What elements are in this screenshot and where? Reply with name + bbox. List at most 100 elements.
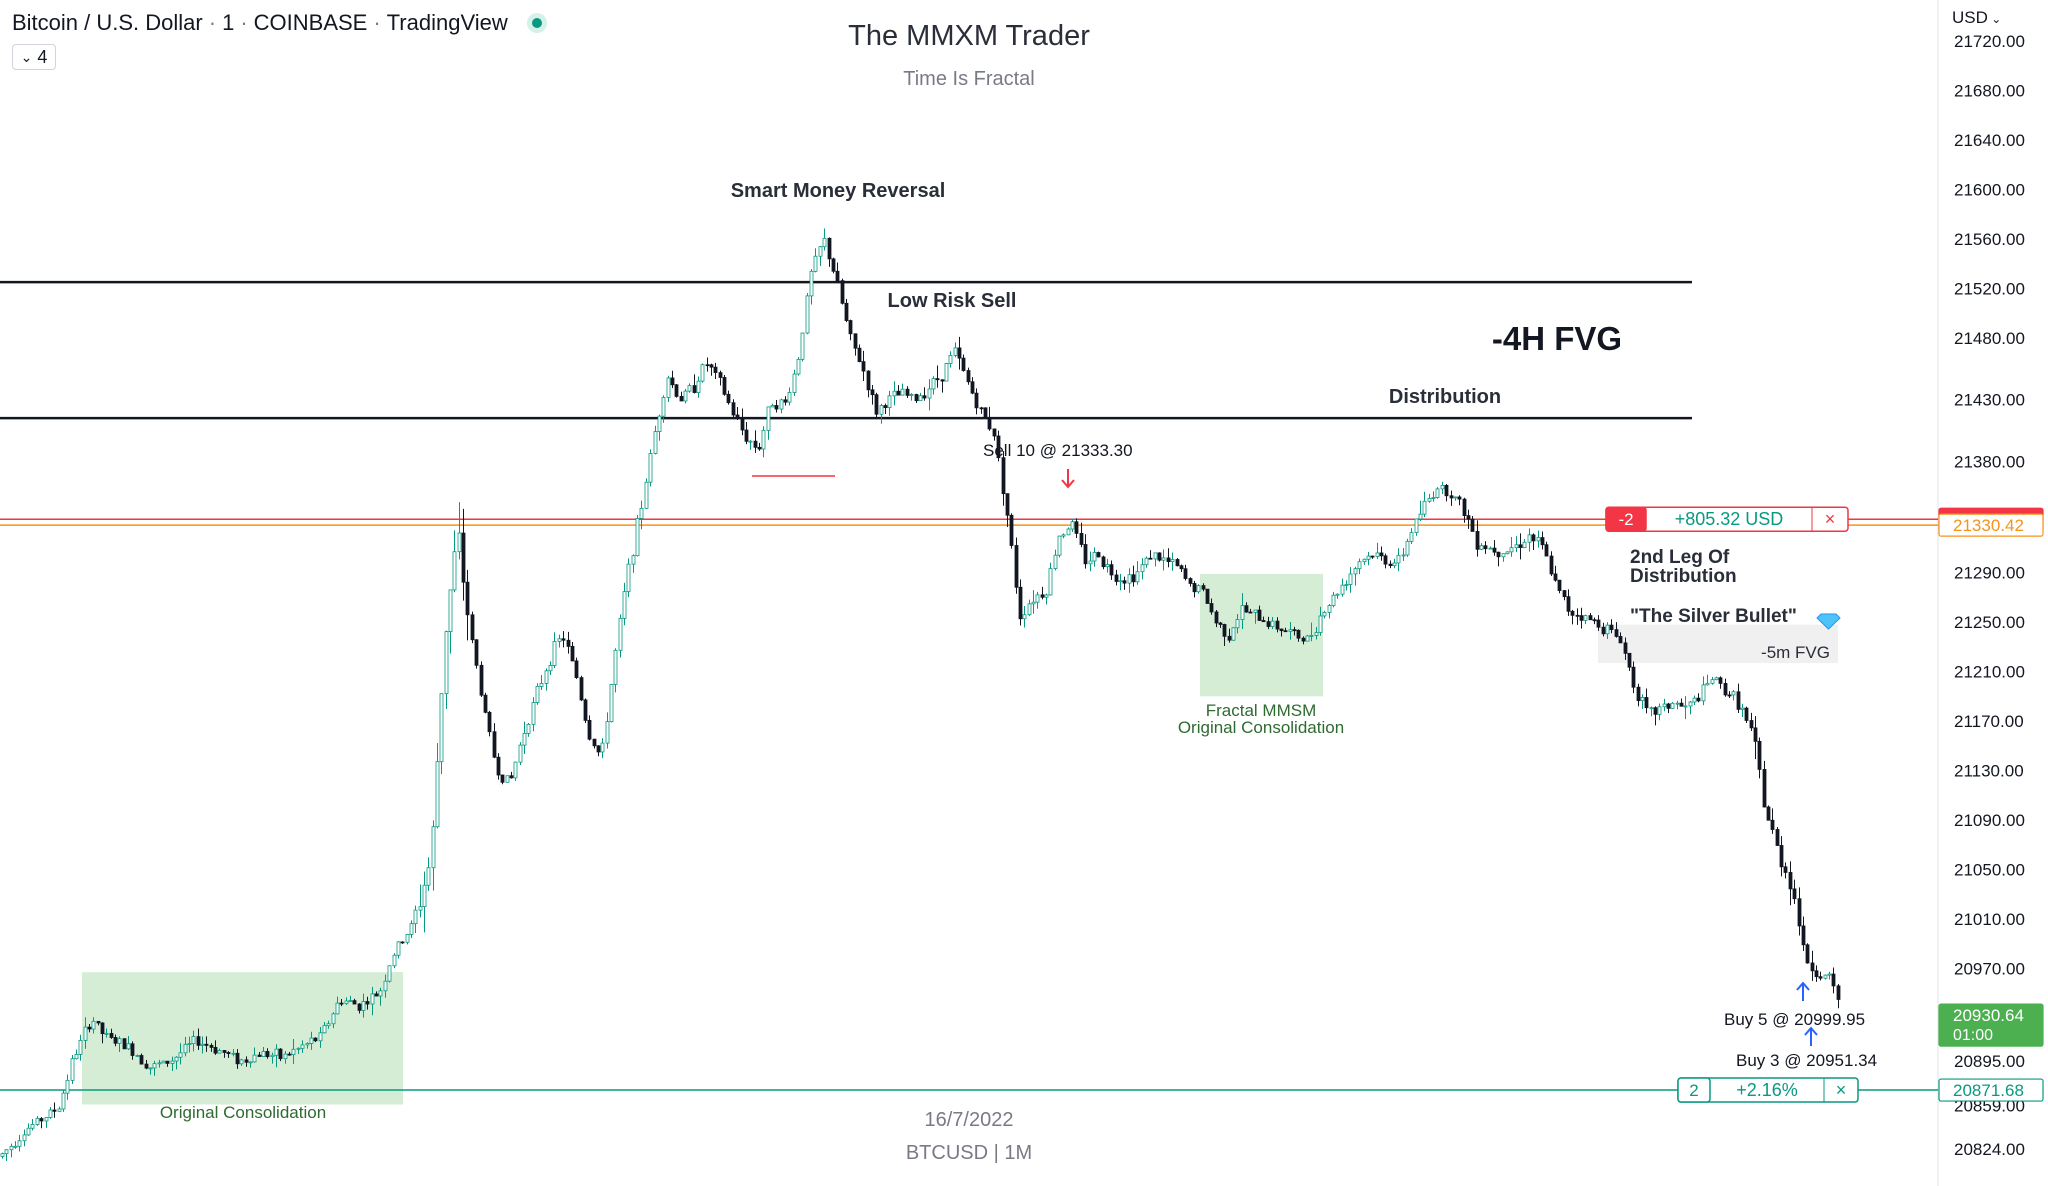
candle-body <box>505 775 510 783</box>
candle-body <box>1031 601 1036 605</box>
candle-body <box>1209 603 1214 613</box>
symbol-name: Bitcoin / U.S. Dollar <box>12 10 203 35</box>
candle-body <box>291 1048 296 1056</box>
candle-body <box>1831 973 1836 987</box>
candle-body <box>61 1092 66 1110</box>
candle-body <box>144 1063 149 1069</box>
candle-body <box>548 665 553 672</box>
candle-body <box>35 1118 40 1125</box>
candle-body <box>331 1013 336 1025</box>
candle-body <box>400 941 405 944</box>
candle-body <box>174 1056 179 1062</box>
candle-body <box>1257 609 1262 621</box>
candle-body <box>409 923 414 935</box>
candle-body <box>666 377 671 398</box>
interval-label[interactable]: 1 <box>222 10 235 35</box>
close-position-icon[interactable]: × <box>1825 509 1836 529</box>
candle-body <box>970 381 975 394</box>
candle-body <box>1762 769 1767 808</box>
candle-body <box>809 270 814 297</box>
candle-body <box>296 1047 301 1050</box>
candle-body <box>914 394 919 402</box>
candle-body <box>1488 547 1493 550</box>
candle-body <box>1379 552 1384 557</box>
long-position-tag[interactable]: 2 +2.16% × <box>1677 1077 1859 1103</box>
candle-body <box>657 415 662 433</box>
candle-body <box>496 756 501 776</box>
candle-body <box>513 761 518 779</box>
candle-body <box>705 364 710 367</box>
candle-body <box>1005 493 1010 516</box>
candle-body <box>1644 697 1649 709</box>
candle-body <box>1440 484 1445 490</box>
candle-body <box>191 1036 196 1044</box>
candle-body <box>1657 706 1662 715</box>
price-tag <box>1938 1078 2044 1102</box>
price-axis-label: 21480.00 <box>1954 329 2025 348</box>
candle-body <box>1496 551 1501 558</box>
candle-body <box>252 1054 257 1063</box>
candle-body <box>1105 564 1110 568</box>
candle-body <box>861 361 866 372</box>
symbol-header[interactable]: Bitcoin / U.S. Dollar · 1 · COINBASE · T… <box>12 10 542 36</box>
candles-group <box>0 228 1841 1162</box>
candle-body <box>979 407 984 410</box>
candle-body <box>100 1022 105 1035</box>
candle-body <box>674 384 679 397</box>
candle-body <box>26 1127 31 1136</box>
candle-body <box>204 1043 209 1046</box>
price-tag-countdown: 01:00 <box>1953 1027 1993 1044</box>
position-qty: 2 <box>1689 1081 1698 1100</box>
candle-body <box>1061 534 1066 537</box>
short-position-tag[interactable]: -2 +805.32 USD × <box>1605 506 1849 532</box>
candle-body <box>948 355 953 364</box>
candle-body <box>1801 925 1806 946</box>
candle-body <box>1444 484 1449 497</box>
candle-body <box>1731 691 1736 696</box>
candle-body <box>1827 973 1832 976</box>
smart-money-reversal-label: Smart Money Reversal <box>731 180 946 202</box>
currency-selector[interactable]: USD ⌄ <box>1952 8 2002 27</box>
candle-body <box>844 302 849 321</box>
candle-body <box>1079 532 1084 545</box>
candle-body <box>1288 629 1293 632</box>
candle-body <box>992 428 997 437</box>
candle-body <box>1562 590 1567 598</box>
candle-body <box>1653 707 1658 715</box>
candle-body <box>583 699 588 721</box>
candle-body <box>1348 573 1353 585</box>
fvg-5m-zone <box>1598 624 1838 664</box>
candle-body <box>787 392 792 403</box>
candle-body <box>1779 845 1784 868</box>
candle-body <box>726 393 731 404</box>
candle-body <box>1001 457 1006 495</box>
candle-body <box>1509 547 1514 553</box>
candle-body <box>1579 615 1584 621</box>
candle-body <box>879 405 884 415</box>
candle-body <box>1170 559 1175 562</box>
indicators-toggle-button[interactable]: ⌄ 4 <box>12 44 56 70</box>
close-position-icon[interactable]: × <box>1836 1080 1847 1100</box>
candle-body <box>1435 488 1440 498</box>
candle-body <box>1218 622 1223 625</box>
candle-body <box>883 405 888 408</box>
candle-body <box>1696 697 1701 702</box>
candle-body <box>1609 624 1614 630</box>
candle-body <box>1749 720 1754 729</box>
second-leg-label-line1: 2nd Leg Of <box>1630 547 1730 568</box>
candle-body <box>1418 513 1423 520</box>
candle-body <box>1357 561 1362 570</box>
candle-body <box>1431 497 1436 499</box>
fractal-original-consolidation-label: Original Consolidation <box>1178 718 1344 737</box>
candle-body <box>1427 498 1432 502</box>
candle-body <box>87 1026 92 1030</box>
candle-body <box>1270 620 1275 627</box>
candle-body <box>1549 555 1554 575</box>
price-axis-label: 21210.00 <box>1954 663 2025 682</box>
fractal-mmsm-zone <box>1200 573 1323 697</box>
candle-body <box>231 1052 236 1055</box>
candle-body <box>487 711 492 733</box>
candle-body <box>1718 677 1723 684</box>
candle-body <box>953 347 958 356</box>
